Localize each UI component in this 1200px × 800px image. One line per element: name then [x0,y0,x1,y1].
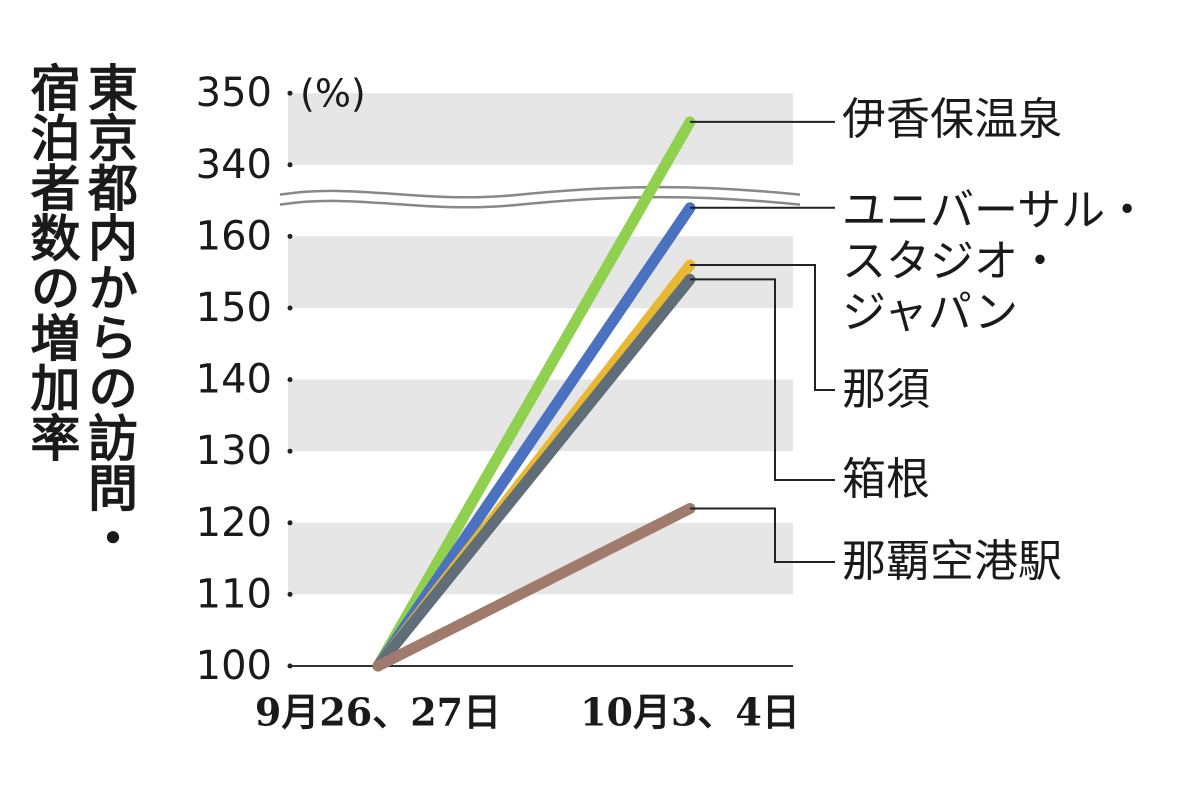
break-line [279,185,801,199]
axis-break [279,185,805,209]
series-line [372,202,696,672]
grid-band [288,236,793,308]
leader-line [690,507,835,563]
tick-mark [287,591,293,597]
unit-label: (%) [300,72,366,116]
tick-mark [287,520,293,526]
series-line [372,116,696,672]
leader-line [690,278,835,481]
x-tick-label: 10月3、4日 [580,690,800,735]
legend-label: 伊香保温泉 [842,94,1062,145]
tick-mark [287,377,293,383]
y-tick-label: 110 [196,571,272,617]
legend-label: 箱根 [842,454,930,505]
y-tick-label: 120 [196,500,272,546]
grid-band [288,93,793,165]
y-tick-label: 160 [196,213,272,259]
tick-mark [287,663,293,669]
leader-line [690,264,835,391]
tick-mark [287,162,293,168]
tick-mark [287,305,293,311]
y-tick-label: 340 [196,142,272,188]
y-tick-label: 130 [196,428,272,474]
tick-mark [287,233,293,239]
series-line [372,502,696,672]
tick-mark [287,448,293,454]
tick-mark [287,90,293,96]
legend-label: 那覇空港駅 [842,536,1062,587]
legend-label: ユニバーサル・スタジオ・ジャパン [842,185,1149,338]
y-tick-label: 140 [196,357,272,403]
y-tick-label: 150 [196,285,272,331]
y-tick-label: 350 [196,70,272,116]
x-tick-label: 9月26、27日 [255,690,501,735]
chart-title: 東京都内からの訪問・宿泊者数の増加率 [22,62,139,562]
series-line [372,273,696,672]
legend-label: 那須 [842,364,930,415]
y-tick-label: 100 [196,643,272,689]
break-line [279,195,801,209]
